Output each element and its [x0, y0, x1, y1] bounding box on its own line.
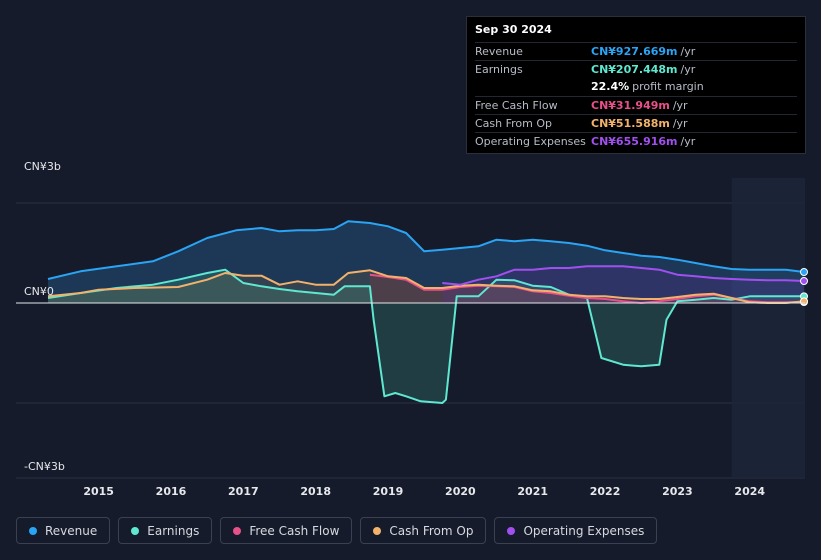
tooltip-row-earnings: Earnings CN¥207.448m /yr [475, 60, 797, 78]
tooltip-panel: Sep 30 2024 Revenue CN¥927.669m /yr Earn… [466, 16, 806, 154]
tooltip-row-opex: Operating Expenses CN¥655.916m /yr [475, 131, 797, 150]
tooltip-row-margin: 22.4% profit margin [475, 78, 797, 95]
x-tick-label: 2019 [373, 485, 404, 498]
legend-label: Operating Expenses [523, 523, 645, 538]
tooltip-date: Sep 30 2024 [475, 23, 552, 36]
earnings-line [47, 268, 804, 404]
tooltip-unit: /yr [680, 63, 696, 77]
cash-from-op-end-marker [800, 297, 808, 306]
x-tick-label: 2020 [445, 485, 476, 498]
legend-revenue[interactable]: Revenue [16, 517, 111, 544]
legend-dot-icon [233, 526, 242, 535]
tooltip-label: Cash From Op [475, 116, 553, 130]
series-end-markers [800, 268, 808, 306]
legend-label: Free Cash Flow [249, 523, 340, 538]
tooltip-unit: /yr [680, 135, 696, 149]
x-tick-label: 2016 [156, 485, 187, 498]
operating-expenses-end-marker [800, 277, 808, 285]
x-tick-label: 2022 [590, 485, 621, 498]
y-label-top: CN¥3b [24, 160, 61, 173]
tooltip-value: CN¥31.949m [591, 98, 670, 112]
legend-dot-icon [373, 526, 382, 535]
grid-lines [16, 202, 805, 479]
legend-label: Cash From Op [389, 523, 474, 538]
x-axis-ticks: 2015 2016 2017 2018 2019 2020 2021 2022 2023 2024 [83, 485, 765, 498]
y-label-bottom: -CN¥3b [24, 460, 65, 473]
legend-dot-icon [29, 526, 37, 535]
tooltip-row-fcf: Free Cash Flow CN¥31.949m /yr [475, 95, 797, 114]
y-label-zero: CN¥0 [24, 285, 54, 298]
tooltip-value: CN¥655.916m [591, 135, 678, 149]
legend-operating-expenses[interactable]: Operating Expenses [494, 517, 658, 544]
legend-cash-from-op[interactable]: Cash From Op [360, 517, 487, 544]
legend-dot-icon [131, 526, 140, 535]
legend-free-cash-flow[interactable]: Free Cash Flow [220, 517, 353, 544]
x-tick-label: 2024 [734, 485, 765, 498]
x-tick-label: 2021 [517, 485, 548, 498]
tooltip-row-revenue: Revenue CN¥927.669m /yr [475, 42, 797, 60]
tooltip-value: CN¥927.669m [591, 45, 678, 59]
tooltip-unit: /yr [672, 98, 688, 112]
series-areas [48, 221, 804, 403]
tooltip-label: Free Cash Flow [475, 98, 558, 112]
x-tick-label: 2023 [662, 485, 693, 498]
revenue-area [48, 221, 804, 303]
cash-from-op-line [47, 269, 805, 304]
tooltip-unit: /yr [672, 116, 688, 130]
forecast-region [731, 178, 805, 478]
tooltip-unit: profit margin [632, 80, 704, 94]
x-tick-label: 2017 [228, 485, 259, 498]
legend-dot-icon [507, 526, 516, 535]
tooltip-label: Operating Expenses [475, 135, 586, 149]
legend-label: Revenue [45, 523, 98, 538]
legend: Revenue Earnings Free Cash Flow Cash Fro… [16, 517, 658, 544]
x-tick-label: 2015 [83, 485, 114, 498]
tooltip-label: Earnings [475, 63, 523, 77]
legend-earnings[interactable]: Earnings [118, 517, 213, 544]
tooltip-value: 22.4% [591, 80, 630, 94]
revenue-end-marker [800, 268, 808, 276]
series-lines [47, 220, 805, 404]
revenue-line [47, 220, 805, 280]
tooltip-unit: /yr [680, 45, 696, 59]
tooltip-label: Revenue [475, 45, 523, 59]
tooltip-value: CN¥207.448m [591, 63, 678, 77]
tooltip-value: CN¥51.588m [591, 116, 670, 130]
tooltip-row-cfo: Cash From Op CN¥51.588m /yr [475, 113, 797, 132]
x-tick-label: 2018 [300, 485, 331, 498]
operating-expenses-line [442, 265, 805, 286]
legend-label: Earnings [147, 523, 200, 538]
